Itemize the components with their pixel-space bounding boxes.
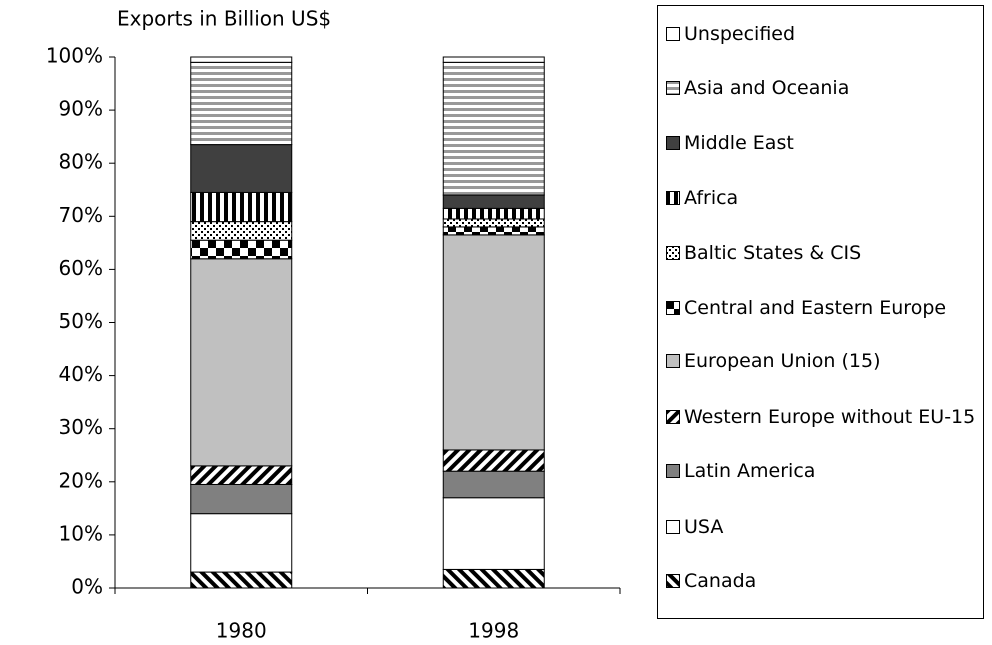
bar-segment: [190, 56, 293, 63]
legend-entry: Canada: [666, 568, 981, 594]
bar-segment: [442, 61, 545, 196]
x-tick-label: 1980: [216, 619, 267, 643]
bar-segment: [190, 571, 293, 589]
bar-segment: [442, 207, 545, 220]
x-tick-label: 1998: [468, 619, 519, 643]
legend-swatch: [666, 520, 680, 534]
chart-title: Exports in Billion US$: [117, 7, 331, 31]
legend: Unspecified Asia and Oceania Middle East Af…: [657, 5, 984, 619]
legend-label: Latin America: [684, 460, 816, 482]
legend-entry: Africa: [666, 185, 981, 211]
legend-swatch: [666, 27, 680, 41]
legend-swatch-box: [666, 410, 680, 424]
legend-entry: Middle East: [666, 130, 981, 156]
legend-label: Baltic States & CIS: [684, 242, 862, 264]
legend-swatch: [666, 136, 680, 150]
legend-label: Canada: [684, 570, 757, 592]
legend-swatch: [666, 574, 680, 588]
legend-entry: USA: [666, 514, 981, 540]
legend-swatch-box: [666, 191, 680, 205]
legend-swatch-box: [666, 136, 680, 150]
legend-entry: Unspecified: [666, 21, 981, 47]
bar-segment: [190, 144, 293, 193]
legend-label: Middle East: [684, 132, 794, 154]
legend-swatch: [666, 410, 680, 424]
y-tick-label: 20%: [59, 468, 103, 492]
legend-swatch: [666, 464, 680, 478]
legend-swatch: [666, 354, 680, 368]
bar-segment: [442, 568, 545, 589]
legend-swatch-box: [666, 520, 680, 534]
legend-swatch-box: [666, 81, 680, 95]
legend-swatch: [666, 81, 680, 95]
legend-label: Asia and Oceania: [684, 77, 850, 99]
y-tick-label: 30%: [59, 415, 103, 439]
legend-label: Central and Eastern Europe: [684, 297, 947, 319]
legend-entry: Asia and Oceania: [666, 75, 981, 101]
y-tick-label: 50%: [59, 309, 103, 333]
y-tick-label: 40%: [59, 362, 103, 386]
legend-label: Western Europe without EU-15: [684, 406, 976, 428]
bar-segment: [442, 234, 545, 451]
bar-segment: [190, 221, 293, 241]
y-tick-label: 100%: [46, 44, 103, 68]
bar-segment: [442, 194, 545, 209]
bar-segment: [442, 56, 545, 63]
y-tick-label: 70%: [59, 203, 103, 227]
chart: Exports in Billion US$ 0% 10% 20% 30% 40% 50%…: [46, 7, 621, 643]
y-tick-label: 90%: [59, 97, 103, 121]
bar-segment: [190, 465, 293, 485]
bar-segment: [190, 258, 293, 467]
legend-swatch-box: [666, 464, 680, 478]
bar-segment: [190, 513, 293, 573]
bar-segment: [190, 239, 293, 260]
y-tick-label: 60%: [59, 256, 103, 280]
bar-segment: [190, 61, 293, 146]
legend-swatch: [666, 246, 680, 260]
bar-segment: [442, 226, 545, 236]
legend-entry: Central and Eastern Europe: [666, 295, 981, 321]
legend-label: Unspecified: [684, 23, 796, 45]
y-tick-label: 10%: [59, 521, 103, 545]
bar-segment: [442, 497, 545, 570]
legend-entry: Western Europe without EU-15: [666, 404, 981, 430]
legend-label: Africa: [684, 187, 739, 209]
legend-label: USA: [684, 516, 724, 538]
legend-swatch-box: [666, 574, 680, 588]
legend-entry: Latin America: [666, 458, 981, 484]
legend-swatch-box: [666, 301, 680, 315]
legend-label: European Union (15): [684, 350, 881, 372]
legend-swatch: [666, 301, 680, 315]
bar-segment: [442, 218, 545, 228]
y-tick-label: 0%: [71, 575, 103, 599]
bar-segment: [190, 483, 293, 515]
bar-segment: [442, 470, 545, 499]
legend-entry: Baltic States & CIS: [666, 240, 981, 266]
legend-swatch-box: [666, 354, 680, 368]
legend-entry: European Union (15): [666, 348, 981, 374]
legend-swatch-box: [666, 27, 680, 41]
y-tick-label: 80%: [59, 150, 103, 174]
legend-swatch: [666, 191, 680, 205]
bar-segment: [190, 191, 293, 223]
legend-swatch-box: [666, 246, 680, 260]
bar-segment: [442, 449, 545, 472]
